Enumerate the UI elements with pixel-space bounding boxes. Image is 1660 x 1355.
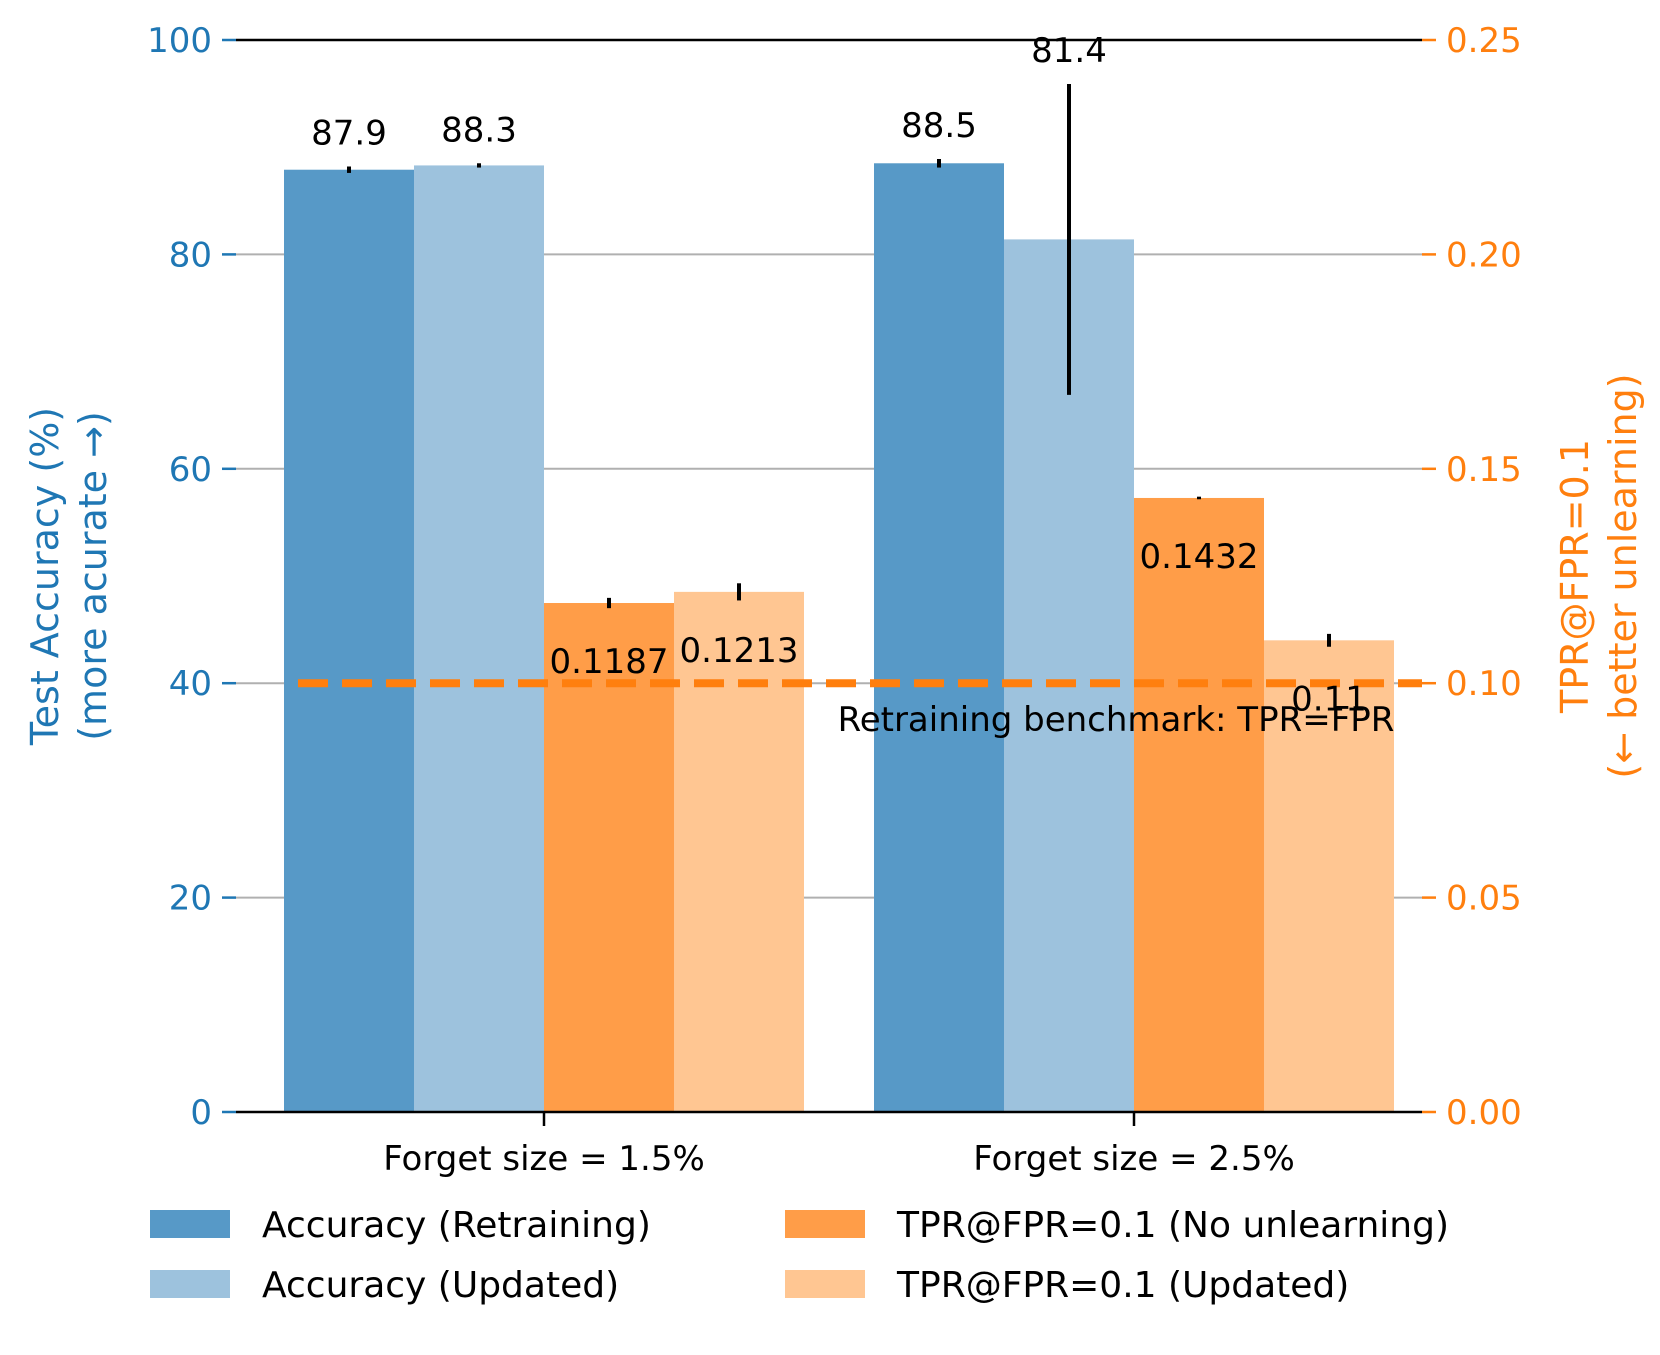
bar: [544, 603, 674, 1112]
bar: [674, 591, 804, 1112]
data-label: 81.4: [1031, 31, 1107, 71]
legend: Accuracy (Retraining) Accuracy (Updated) T…: [150, 1205, 1449, 1306]
data-labels: 87.9 88.5 88.3 81.4 0.1187 0.1432 0.1213 0.11Re…: [311, 31, 1394, 740]
bar: [414, 165, 544, 1112]
data-label: 0.1432: [1140, 537, 1259, 577]
data-label: 0.1213: [680, 631, 799, 671]
data-label: 87.9: [311, 113, 387, 153]
bars: [284, 83, 1394, 1113]
legend-label: Accuracy (Retraining): [262, 1205, 651, 1246]
legend-swatch: [150, 1210, 230, 1238]
right-tick-label: 0.20: [1446, 235, 1522, 275]
x-tick-label: Forget size = 2.5%: [973, 1139, 1295, 1179]
bar: [284, 169, 414, 1112]
axes: 0 20 40 60 80 100 0.00 0.05 0.10 0.15 0.20 0.25 Forg…: [23, 21, 1645, 1179]
data-label: 0.1187: [550, 642, 669, 682]
right-tick-label: 0.00: [1446, 1093, 1522, 1133]
left-tick-label: 20: [169, 879, 212, 919]
data-label: 88.5: [901, 106, 977, 146]
right-tick-label: 0.05: [1446, 879, 1522, 919]
legend-swatch: [785, 1270, 865, 1298]
reference-line-label: Retraining benchmark: TPR=FPR: [838, 700, 1395, 740]
bar: [1264, 640, 1394, 1112]
left-tick-label: 0: [190, 1093, 212, 1133]
left-axis-label-line2: (more acurate →): [71, 411, 115, 741]
legend-label: TPR@FPR=0.1 (No unlearning): [896, 1205, 1449, 1246]
data-label: 88.3: [441, 110, 517, 150]
legend-label: TPR@FPR=0.1 (Updated): [896, 1265, 1349, 1306]
legend-swatch: [150, 1270, 230, 1298]
right-tick-label: 0.25: [1446, 21, 1522, 61]
x-tick-label: Forget size = 1.5%: [383, 1139, 705, 1179]
legend-swatch: [785, 1210, 865, 1238]
data-label: 0.11: [1291, 679, 1367, 719]
right-axis-label-line1: TPR@FPR=0.1: [1553, 439, 1597, 714]
left-tick-label: 100: [147, 21, 212, 61]
left-axis-label-line1: Test Accuracy (%): [23, 407, 67, 746]
left-tick-label: 40: [169, 664, 212, 704]
legend-label: Accuracy (Updated): [262, 1265, 619, 1306]
left-tick-label: 60: [169, 450, 212, 490]
bar: [874, 163, 1004, 1112]
bar: [1134, 497, 1264, 1113]
right-tick-label: 0.10: [1446, 664, 1522, 704]
left-tick-label: 80: [169, 235, 212, 275]
right-tick-label: 0.15: [1446, 450, 1522, 490]
right-axis-label-line2: (← better unlearning): [1601, 373, 1645, 778]
